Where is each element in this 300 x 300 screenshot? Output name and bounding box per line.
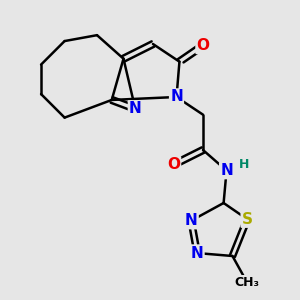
Text: CH₃: CH₃: [235, 276, 260, 289]
Text: N: N: [170, 89, 183, 104]
Text: N: N: [185, 213, 198, 228]
Text: O: O: [167, 157, 180, 172]
Text: N: N: [191, 246, 203, 261]
Text: O: O: [196, 38, 209, 53]
Text: N: N: [220, 163, 233, 178]
Text: H: H: [239, 158, 249, 171]
Text: S: S: [242, 212, 253, 227]
Text: N: N: [129, 101, 142, 116]
